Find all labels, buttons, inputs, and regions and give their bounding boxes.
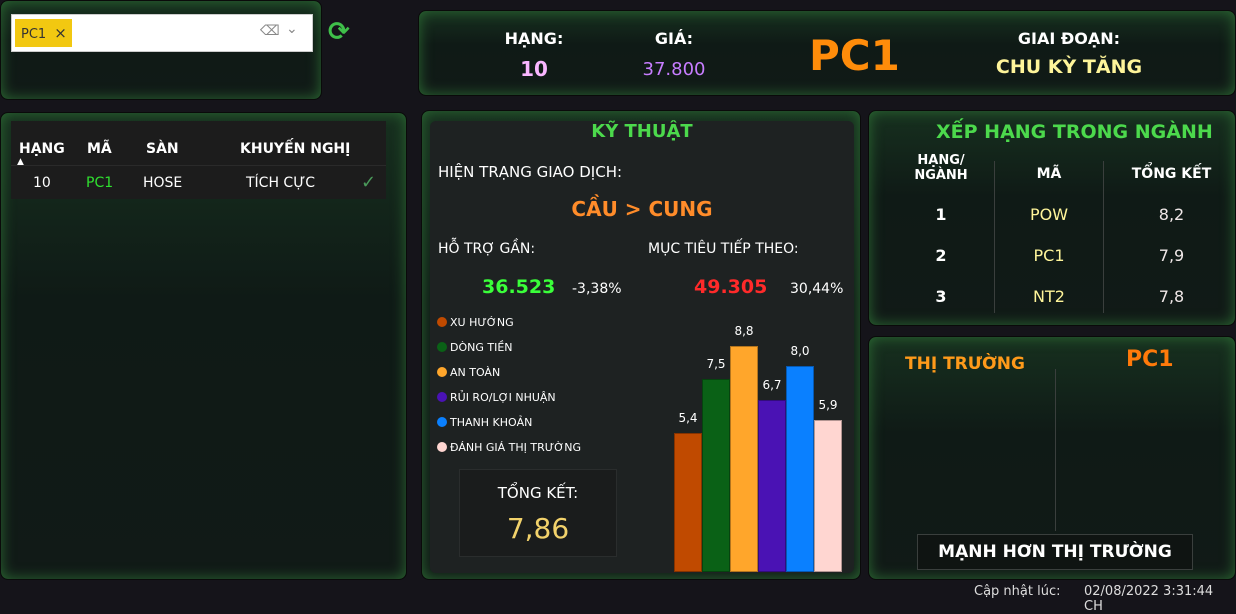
industry-score: 8,2 [1158,205,1185,224]
legend-label: AN TOÀN [450,366,501,379]
industry-ranking-panel: XẾP HẠNG TRONG NGÀNH HẠNG/ NGÀNH MÃ TỔNG… [868,110,1236,326]
check-icon: ✓ [361,172,377,193]
stock-table: HẠNG ▲ MÃ SÀN KHUYẾN NGHỊ 10 PC1 HOSE TÍ… [11,121,386,199]
row-rank: 10 [33,175,51,191]
bar-data-label: 6,7 [762,377,782,392]
row-exchange: HOSE [143,175,183,191]
legend-label: XU HƯỚNG [450,316,514,329]
summary-box: TỔNG KẾT: 7,86 [459,469,617,557]
bar[interactable] [674,433,702,572]
technical-title: KỸ THUẬT [591,121,693,142]
row-code: PC1 [86,175,114,191]
industry-title: XẾP HẠNG TRONG NGÀNH [936,121,1213,143]
industry-code: NT2 [1033,287,1065,306]
industry-score: 7,9 [1158,246,1185,265]
remove-chip-icon[interactable]: × [54,24,67,42]
bar-data-label: 7,5 [706,357,726,372]
header-code: MÃ [1036,166,1062,182]
status-value: CẦU > CUNG [571,197,713,221]
legend-item[interactable]: XU HƯỚNG [437,316,514,329]
header-industry-rank: HẠNG/ NGÀNH [914,153,968,183]
industry-score: 7,8 [1158,287,1185,306]
legend-dot-icon [437,442,447,452]
bar-data-label: 8,8 [734,323,754,338]
market-verdict: MẠNH HƠN THỊ TRƯỜNG [917,534,1193,570]
industry-rank: 3 [935,287,947,306]
target-value: 49.305 [694,276,768,298]
selected-chip[interactable]: PC1 × [15,19,72,47]
header-code[interactable]: MÃ [87,141,112,157]
market-panel: THỊ TRƯỜNG PC1 MẠNH HƠN THỊ TRƯỜNG [868,336,1236,580]
divider [1055,369,1056,531]
legend-dot-icon [437,392,447,402]
support-label: HỖ TRỢ GẦN: [438,241,536,257]
header-recommendation[interactable]: KHUYẾN NGHỊ [240,141,351,157]
legend-label: RỦI RO/LỢI NHUẬN [450,391,556,404]
eraser-icon[interactable]: ⌫ [260,23,280,39]
divider [1103,161,1104,313]
support-pct: -3,38% [572,281,622,297]
market-ticker: PC1 [1126,347,1174,372]
row-recommendation: TÍCH CỰC [246,175,315,191]
header-score: TỔNG KẾT [1131,166,1212,182]
header-exchange[interactable]: SÀN [146,141,179,157]
bar[interactable] [702,379,730,572]
bar[interactable] [730,345,758,572]
table-row[interactable]: 10 PC1 HOSE TÍCH CỰC ✓ [11,165,386,199]
bar-data-label: 5,9 [818,398,838,413]
refresh-icon[interactable]: ⟳ [328,17,350,47]
rank-label: HẠNG: [504,29,564,48]
phase-label: GIAI ĐOẠN: [1017,29,1121,48]
legend-dot-icon [437,342,447,352]
legend-item[interactable]: DÒNG TIỀN [437,341,513,354]
legend-item[interactable]: ĐÁNH GIÁ THỊ TRƯỜNG [437,441,581,454]
filter-panel: PC1 × ⌫ ⌄ [0,0,322,100]
chip-label: PC1 [21,27,47,42]
legend-dot-icon [437,417,447,427]
legend-label: DÒNG TIỀN [450,341,513,354]
phase-value: CHU KỲ TĂNG [995,56,1143,78]
stock-list-panel: HẠNG ▲ MÃ SÀN KHUYẾN NGHỊ 10 PC1 HOSE TÍ… [0,112,407,580]
status-label: HIỆN TRẠNG GIAO DỊCH: [438,163,623,181]
market-title: THỊ TRƯỜNG [905,354,1025,374]
industry-rank: 2 [935,246,947,265]
legend-item[interactable]: AN TOÀN [437,366,500,379]
summary-value: 7,86 [506,512,570,545]
price-label: GIÁ: [654,29,694,48]
summary-label: TỔNG KẾT: [497,484,579,502]
target-pct: 30,44% [790,281,844,297]
legend-dot-icon [437,317,447,327]
price-value: 37.800 [642,59,706,80]
header-rank[interactable]: HẠNG [19,141,65,157]
bar[interactable] [758,399,786,572]
divider [994,161,995,313]
legend-label: ĐÁNH GIÁ THỊ TRƯỜNG [450,441,581,454]
ticker-title: PC1 [809,31,900,80]
support-value: 36.523 [482,276,556,298]
legend-dot-icon [437,367,447,377]
target-label: MỤC TIÊU TIẾP THEO: [648,241,799,257]
industry-code: PC1 [1033,246,1065,265]
legend-item[interactable]: THANH KHOẢN [437,416,532,429]
industry-rank: 1 [935,205,947,224]
bar-data-label: 5,4 [678,411,698,426]
summary-header: HẠNG: 10 GIÁ: 37.800 PC1 GIAI ĐOẠN: CHU … [418,10,1236,96]
legend-item[interactable]: RỦI RO/LỢI NHUẬN [437,391,556,404]
bar[interactable] [786,366,814,572]
legend-label: THANH KHOẢN [450,416,533,429]
updated-timestamp: 02/08/2022 3:31:44 CH [1084,584,1214,614]
updated-label: Cập nhật lúc: [974,584,1061,599]
bar[interactable] [814,420,842,572]
industry-code: POW [1029,205,1069,224]
chevron-down-icon[interactable]: ⌄ [286,21,298,37]
bar-data-label: 8,0 [790,344,810,359]
ticker-select[interactable]: PC1 × ⌫ ⌄ [11,14,313,52]
rank-value: 10 [520,57,548,81]
sort-asc-icon: ▲ [17,157,24,167]
